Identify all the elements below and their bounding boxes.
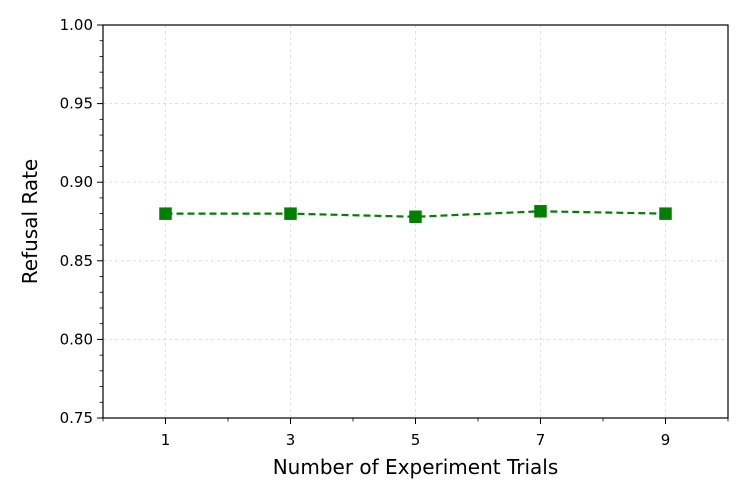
data-point-marker bbox=[409, 210, 422, 224]
y-tick-label: 0.95 bbox=[60, 95, 93, 113]
x-tick-labels: 1 3 5 7 9 bbox=[161, 431, 671, 449]
y-axis-label: Refusal Rate bbox=[18, 159, 42, 284]
data-point-marker bbox=[534, 205, 547, 218]
x-axis-label: Number of Experiment Trials bbox=[273, 455, 559, 479]
y-tick-label: 0.85 bbox=[60, 252, 93, 270]
data-point-marker bbox=[659, 207, 672, 220]
x-tick-label: 3 bbox=[286, 431, 296, 449]
y-tick-label: 0.75 bbox=[60, 409, 93, 427]
data-point-marker bbox=[284, 207, 297, 220]
data-point-marker bbox=[159, 207, 172, 220]
data-series bbox=[159, 205, 672, 224]
minor-ticks bbox=[99, 40, 729, 422]
x-tick-label: 5 bbox=[411, 431, 421, 449]
y-tick-label: 1.00 bbox=[60, 16, 93, 34]
y-tick-labels: 0.75 0.80 0.85 0.90 0.95 1.00 bbox=[60, 16, 93, 427]
y-tick-label: 0.80 bbox=[60, 330, 93, 348]
series-line bbox=[165, 210, 666, 218]
x-tick-label: 7 bbox=[536, 431, 546, 449]
x-tick-label: 9 bbox=[661, 431, 671, 449]
y-tick-label: 0.90 bbox=[60, 173, 93, 191]
plot-frame bbox=[102, 24, 729, 419]
x-tick-label: 1 bbox=[161, 431, 171, 449]
axis-ticks bbox=[97, 24, 666, 424]
